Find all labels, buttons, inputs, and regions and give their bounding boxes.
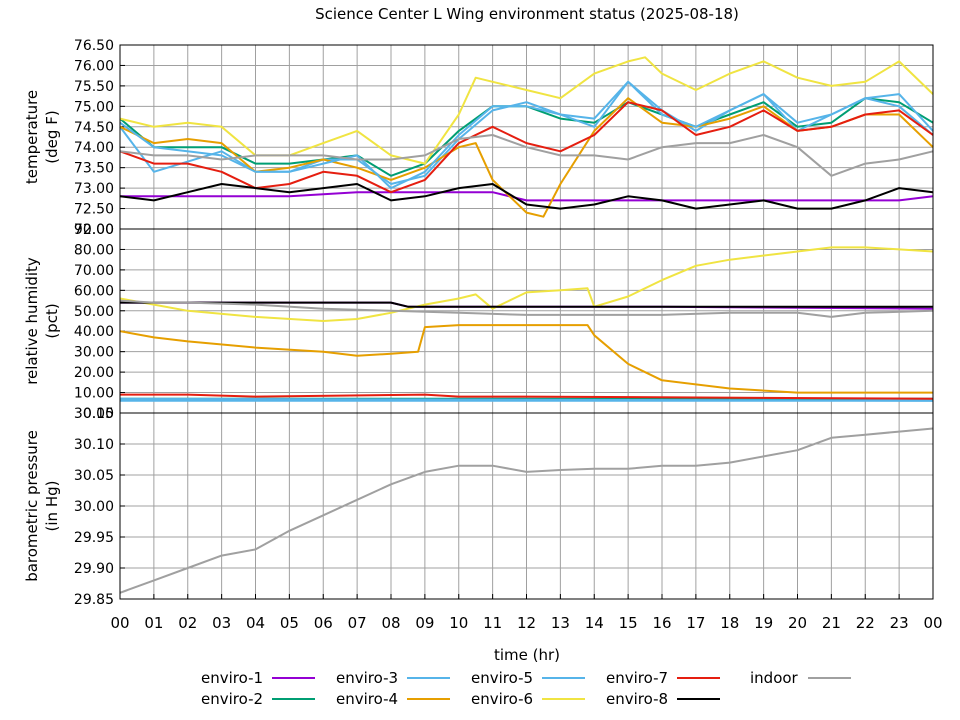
y-tick-label: 10.00 xyxy=(74,386,114,402)
y-axis-label: relative humidity (pct) xyxy=(23,257,61,385)
y-tick-label: 50.00 xyxy=(74,304,114,320)
legend-label-enviro-8: enviro-8 xyxy=(606,690,668,708)
x-axis: 00 01 02 03 04 05 06 07 08 09 10 11 12 13 14 15 16 17 18 19… xyxy=(110,594,943,632)
series-line-enviro-4 xyxy=(119,97,934,218)
legend-label-enviro-4: enviro-4 xyxy=(336,690,398,708)
series-line-enviro-2 xyxy=(119,97,934,177)
y-tick-label: 20.00 xyxy=(74,365,114,381)
chart-title: Science Center L Wing environment status… xyxy=(315,5,739,23)
y-tick-label: 29.85 xyxy=(74,592,114,608)
y-tick-label: 75.50 xyxy=(74,79,114,95)
series-line-enviro-8 xyxy=(120,301,933,308)
series-line-enviro-4 xyxy=(119,324,933,394)
x-tick-label: 00 xyxy=(923,614,942,632)
y-tick-label: 74.00 xyxy=(74,140,114,156)
x-tick-label: 08 xyxy=(381,614,400,632)
x-tick-label: 13 xyxy=(551,614,570,632)
x-tick-label: 04 xyxy=(246,614,265,632)
legend-label-enviro-6: enviro-6 xyxy=(471,690,533,708)
panel-3: 29.85 29.90 29.95 30.00 30.05 30.10 30.15 barom… xyxy=(23,406,934,608)
series-line-enviro-6 xyxy=(119,246,934,322)
panel-2: 0.00 10.00 20.00 30.00 40.00 50.00 60.00 70.00 8… xyxy=(23,222,934,422)
y-tick-label: 76.00 xyxy=(74,58,114,74)
x-tick-label: 11 xyxy=(483,614,502,632)
x-tick-label: 07 xyxy=(348,614,367,632)
x-tick-label: 21 xyxy=(822,614,841,632)
y-tick-label: 72.00 xyxy=(74,222,114,238)
y-tick-label: 29.95 xyxy=(74,530,114,546)
x-tick-label: 16 xyxy=(652,614,671,632)
y-tick-label: 30.00 xyxy=(74,345,114,361)
y-tick-label: 73.00 xyxy=(74,181,114,197)
y-tick-label: 70.00 xyxy=(74,263,114,279)
x-tick-label: 20 xyxy=(788,614,807,632)
x-tick-label: 01 xyxy=(144,614,163,632)
series-line-enviro-5 xyxy=(119,397,934,402)
x-tick-label: 10 xyxy=(449,614,468,632)
x-tick-label: 05 xyxy=(280,614,299,632)
y-tick-label: 75.00 xyxy=(74,99,114,115)
x-tick-label: 23 xyxy=(890,614,909,632)
series-line-enviro-7 xyxy=(120,393,934,400)
legend-label-enviro-1: enviro-1 xyxy=(201,669,263,687)
series-line-indoor xyxy=(119,134,934,177)
x-tick-label: 15 xyxy=(619,614,638,632)
chart-panels: 72.00 72.50 73.00 73.50 74.00 74.50 75.00 75.50… xyxy=(23,38,943,632)
y-tick-label: 73.50 xyxy=(74,161,114,177)
x-tick-label: 02 xyxy=(178,614,197,632)
x-tick-label: 03 xyxy=(212,614,231,632)
x-tick-label: 22 xyxy=(856,614,875,632)
y-axis-label: barometric pressure (in Hg) xyxy=(23,430,61,582)
y-tick-label: 0.00 xyxy=(83,406,114,422)
y-tick-label: 30.00 xyxy=(74,499,114,515)
x-tick-label: 19 xyxy=(754,614,773,632)
y-tick-label: 40.00 xyxy=(74,324,114,340)
y-tick-label: 29.90 xyxy=(74,561,114,577)
x-tick-label: 00 xyxy=(110,614,129,632)
x-axis-label: time (hr) xyxy=(494,646,560,664)
series-line-enviro-1 xyxy=(120,191,934,202)
legend-label-indoor: indoor xyxy=(750,669,799,687)
legend-label-enviro-3: enviro-3 xyxy=(336,669,398,687)
series-line-enviro-5 xyxy=(119,80,934,190)
series-line-indoor xyxy=(119,427,934,594)
y-tick-label: 90.00 xyxy=(74,222,114,238)
x-tick-label: 09 xyxy=(415,614,434,632)
y-tick-label: 30.15 xyxy=(74,406,114,422)
y-tick-label: 30.10 xyxy=(74,437,114,453)
y-tick-label: 60.00 xyxy=(74,283,114,299)
legend-label-enviro-2: enviro-2 xyxy=(201,690,263,708)
x-tick-label: 18 xyxy=(720,614,739,632)
y-tick-label: 30.05 xyxy=(74,468,114,484)
x-tick-label: 14 xyxy=(585,614,604,632)
panel-1: 72.00 72.50 73.00 73.50 74.00 74.50 75.00 75.50… xyxy=(23,38,934,238)
x-tick-label: 06 xyxy=(314,614,333,632)
y-axis-label: temperature (deg F) xyxy=(23,90,61,184)
y-tick-label: 76.50 xyxy=(74,38,114,54)
x-tick-label: 12 xyxy=(517,614,536,632)
legend-label-enviro-7: enviro-7 xyxy=(606,669,668,687)
series-line-indoor xyxy=(119,299,934,318)
x-tick-label: 17 xyxy=(686,614,705,632)
y-tick-label: 74.50 xyxy=(74,120,114,136)
legend-label-enviro-5: enviro-5 xyxy=(471,669,533,687)
y-tick-label: 72.50 xyxy=(74,202,114,218)
legend: enviro-1 enviro-2 enviro-3 enviro-4 enviro-5… xyxy=(201,669,851,708)
y-tick-label: 80.00 xyxy=(74,242,114,258)
series-line-enviro-8 xyxy=(119,183,934,210)
